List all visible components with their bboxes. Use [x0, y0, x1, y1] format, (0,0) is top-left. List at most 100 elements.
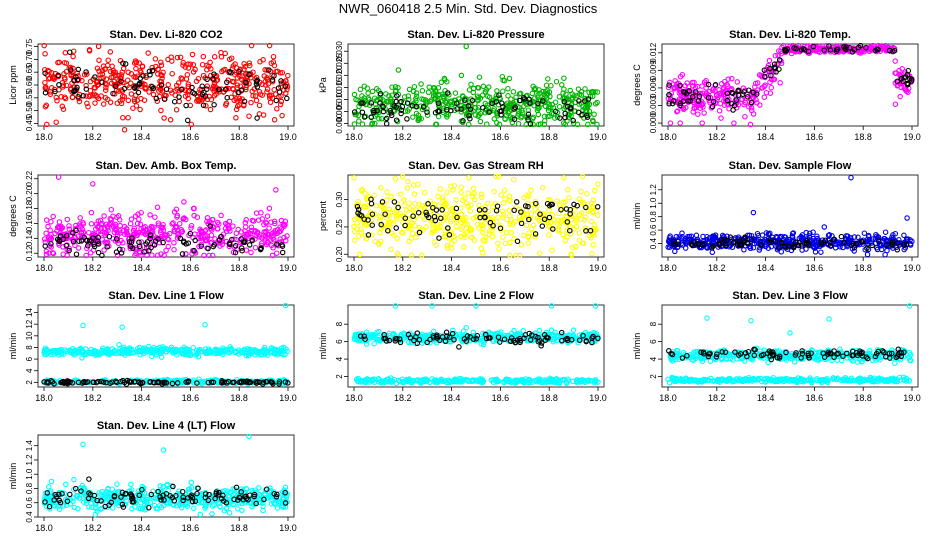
x-tick-label: 18.0 — [345, 132, 363, 142]
data-point — [75, 245, 82, 251]
x-tick-label: 18.6 — [492, 393, 510, 403]
data-point — [58, 94, 64, 100]
data-point — [243, 247, 250, 253]
data-point — [101, 213, 107, 219]
data-point — [48, 219, 54, 225]
y-tick-label: 6 — [335, 339, 344, 344]
data-point — [208, 232, 215, 238]
data-point — [92, 100, 98, 106]
y-axis-label: degrees C — [632, 64, 642, 106]
data-point — [549, 247, 555, 253]
data-point — [478, 245, 485, 252]
data-point — [716, 108, 723, 114]
data-point — [271, 86, 277, 93]
data-point — [42, 51, 48, 57]
y-tick-label: 1.2 — [649, 184, 658, 196]
data-point — [701, 110, 707, 116]
data-point — [494, 88, 500, 94]
data-point — [150, 91, 157, 98]
data-point — [388, 193, 395, 200]
data-point — [398, 191, 404, 197]
y-tick-label: 0.18 — [25, 200, 34, 216]
data-point — [236, 95, 243, 102]
data-point — [470, 185, 477, 192]
data-point — [62, 50, 69, 56]
series-points — [41, 302, 291, 387]
data-point — [271, 117, 278, 123]
data-point — [177, 54, 184, 61]
series-points — [41, 42, 291, 133]
data-point — [393, 225, 399, 231]
data-point — [351, 174, 357, 181]
data-point — [284, 95, 290, 102]
data-point — [453, 223, 459, 230]
chart-title: Stan. Dev. Li-820 Temp. — [729, 29, 851, 41]
data-point — [351, 223, 357, 230]
y-tick-label: 0.14 — [25, 230, 34, 246]
data-point — [54, 98, 60, 104]
x-tick-label: 18.4 — [443, 263, 461, 273]
data-point — [561, 75, 567, 81]
data-point — [695, 111, 701, 117]
data-point — [45, 67, 51, 74]
data-point — [546, 214, 553, 221]
data-point — [742, 113, 748, 120]
data-point — [61, 94, 68, 100]
data-point — [437, 186, 444, 192]
data-point — [435, 113, 442, 120]
chart-title: Stan. Dev. Sample Flow — [729, 160, 852, 172]
data-point — [351, 91, 358, 98]
y-tick-label: 0.75 — [25, 38, 34, 54]
data-point — [180, 62, 186, 68]
x-tick-label: 18.4 — [133, 263, 151, 273]
data-point — [241, 61, 247, 67]
data-point — [506, 207, 513, 213]
data-point — [584, 191, 590, 197]
data-point — [189, 51, 196, 58]
data-point — [120, 65, 127, 72]
data-point — [394, 235, 400, 242]
data-point — [269, 95, 276, 101]
data-point — [43, 86, 49, 92]
data-point — [76, 98, 83, 105]
y-axis-label: degrees C — [8, 195, 18, 237]
data-point — [264, 213, 271, 219]
x-tick-label: 18.0 — [35, 263, 53, 273]
data-point — [50, 213, 56, 220]
y-tick-label: 0.30 — [335, 191, 344, 207]
data-point — [44, 121, 50, 128]
data-point — [202, 322, 208, 328]
x-tick-label: 18.0 — [345, 393, 363, 403]
data-point — [158, 107, 164, 114]
data-point — [491, 116, 498, 122]
y-tick-label: 2 — [335, 374, 344, 379]
x-tick-label: 19.0 — [589, 263, 607, 273]
x-tick-label: 19.0 — [279, 132, 297, 142]
data-point — [90, 92, 96, 99]
data-point — [207, 106, 214, 113]
data-point — [252, 93, 259, 99]
data-point — [137, 106, 143, 113]
data-point — [253, 97, 260, 104]
data-point — [250, 93, 256, 99]
data-point — [750, 209, 757, 216]
data-point — [498, 192, 504, 198]
y-tick-label: 0.45 — [25, 115, 34, 131]
data-point — [130, 105, 136, 111]
data-point — [121, 127, 128, 133]
data-point — [552, 115, 558, 121]
data-point — [61, 71, 67, 77]
x-tick-label: 18.2 — [84, 132, 102, 142]
data-point — [43, 102, 50, 109]
data-point — [206, 63, 212, 70]
data-point — [264, 89, 270, 95]
data-point — [371, 340, 377, 347]
data-point — [124, 77, 131, 83]
y-tick-label: 0.55 — [25, 89, 34, 105]
x-tick-label: 18.0 — [345, 263, 363, 273]
data-point — [539, 184, 546, 191]
data-point — [500, 234, 506, 240]
data-point — [465, 190, 471, 197]
data-point — [365, 90, 371, 96]
